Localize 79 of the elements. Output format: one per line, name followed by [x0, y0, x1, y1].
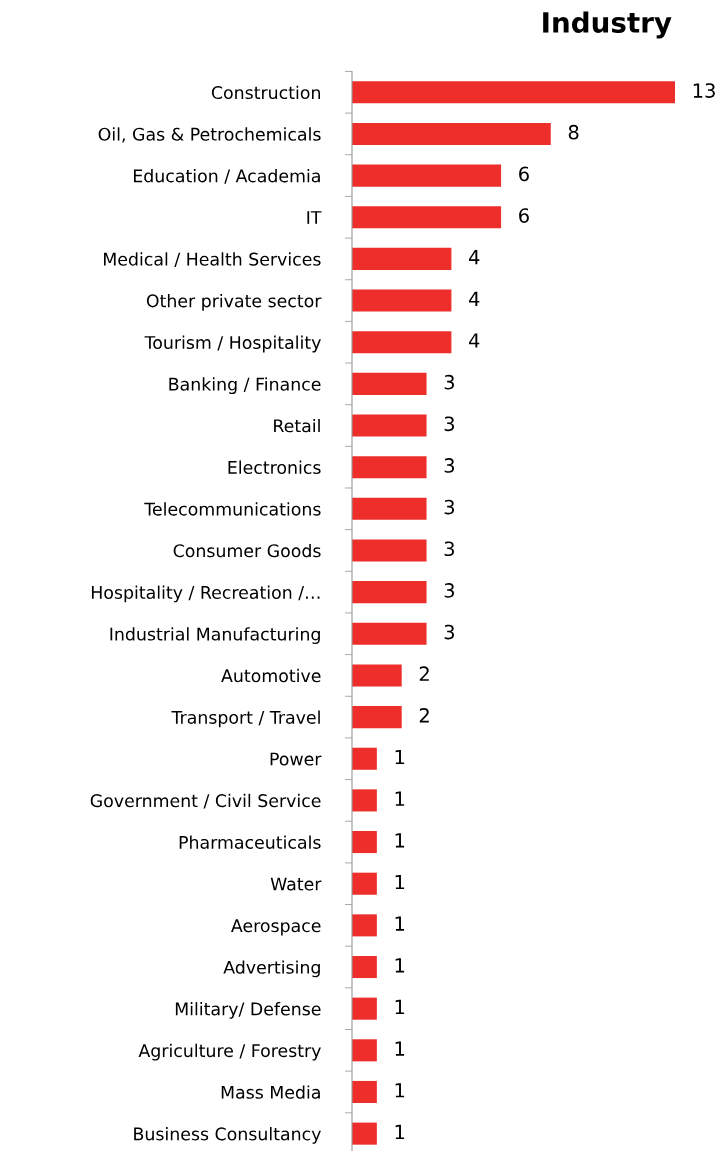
bar [352, 997, 377, 1020]
bar [352, 872, 377, 895]
y-tick-label: Construction [211, 85, 320, 100]
y-tick-label: Electronics [228, 460, 321, 475]
data-label: 1 [395, 874, 405, 890]
data-label: 4 [469, 333, 480, 348]
y-tick-label: Oil, Gas & Petrochemicals [98, 127, 321, 143]
bar [352, 664, 402, 687]
data-label: 3 [444, 541, 455, 557]
data-label: 6 [519, 166, 529, 182]
bar [352, 456, 427, 479]
y-tick-label: IT [307, 211, 322, 224]
y-tick-label: Water [270, 877, 322, 891]
data-label: 1 [395, 749, 405, 765]
y-tick-label: Medical / Health Services [104, 252, 321, 268]
data-label: 1 [395, 791, 405, 806]
y-tick-label: Government / Civil Service [90, 793, 321, 809]
bar [352, 122, 551, 145]
data-label: 8 [568, 124, 579, 140]
bar [352, 831, 377, 854]
bar [352, 622, 427, 645]
y-tick-label: Other private sector [146, 293, 322, 311]
y-tick-label: Transport / Travel [171, 710, 320, 728]
y-tick-label: Pharmaceuticals [179, 835, 321, 849]
data-label: 1 [395, 833, 405, 848]
bar [352, 164, 502, 187]
data-label: 3 [444, 624, 455, 640]
data-label: 4 [469, 291, 480, 306]
bar [352, 914, 377, 937]
bar [352, 331, 452, 354]
data-label: 1 [395, 958, 405, 973]
y-tick-label: Consumer Goods [173, 543, 321, 558]
y-tick-label: Industrial Manufacturing [110, 627, 320, 644]
data-label: 13 [693, 83, 715, 98]
bar [352, 706, 402, 729]
y-tick-label: Power [270, 752, 322, 766]
data-label: 3 [444, 416, 455, 432]
y-tick-label: Automotive [221, 668, 321, 683]
y-tick-label: Agriculture / Forestry [138, 1043, 321, 1061]
y-tick-label: Retail [274, 418, 320, 433]
y-tick-label: Education / Academia [134, 168, 320, 184]
y-tick-label: Telecommunications [144, 502, 321, 516]
bar [352, 955, 377, 979]
bar [352, 747, 377, 770]
data-label: 6 [519, 208, 529, 223]
bar [352, 539, 427, 562]
y-tick-label: Advertising [223, 960, 320, 978]
data-label: 1 [395, 1083, 405, 1098]
data-label: 3 [444, 499, 455, 515]
bar [352, 789, 377, 812]
data-label: 1 [395, 916, 405, 931]
data-label: 3 [444, 583, 455, 598]
chart-title: Industry [543, 11, 672, 39]
bar [352, 497, 427, 520]
bar [352, 581, 427, 604]
y-tick-label: Business Consultancy [134, 1127, 321, 1144]
y-tick-label: Aerospace [231, 919, 321, 936]
y-tick-label: Military/ Defense [175, 1002, 321, 1019]
data-label: 1 [395, 1124, 405, 1139]
y-tick-label: Tourism / Hospitality [144, 335, 321, 353]
data-label: 2 [419, 666, 429, 681]
bar [352, 247, 452, 270]
data-label: 3 [444, 374, 455, 390]
bar [352, 1122, 377, 1145]
data-label: 1 [395, 1041, 405, 1056]
bar [352, 1080, 377, 1104]
data-label: 1 [395, 999, 405, 1015]
y-tick-label: Mass Media [221, 1085, 320, 1099]
y-tick-label: Hospitality / Recreation /… [91, 585, 320, 603]
bar [352, 414, 427, 437]
y-tick-label: Banking / Finance [169, 377, 321, 395]
bar [352, 372, 427, 395]
data-label: 2 [419, 708, 429, 723]
bar [352, 1039, 377, 1062]
bar [352, 289, 452, 312]
bar [352, 81, 675, 104]
data-label: 4 [469, 250, 480, 265]
data-label: 3 [444, 458, 455, 473]
bar [352, 206, 502, 229]
